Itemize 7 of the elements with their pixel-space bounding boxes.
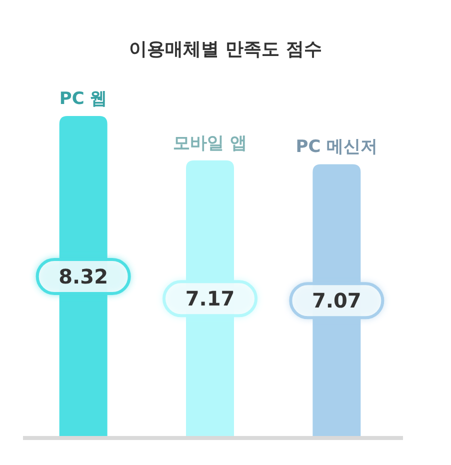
- data-label: 7.17: [185, 286, 235, 311]
- x-tick-label: PC 메신저: [296, 137, 378, 158]
- x-tick-label: 모바일 앱: [173, 133, 247, 154]
- data-label: 7.07: [312, 288, 362, 313]
- x-tick-label: PC 웹: [59, 89, 108, 109]
- data-label: 8.32: [58, 264, 108, 288]
- chart-title: 이용매체별 만족도 점수: [129, 39, 322, 60]
